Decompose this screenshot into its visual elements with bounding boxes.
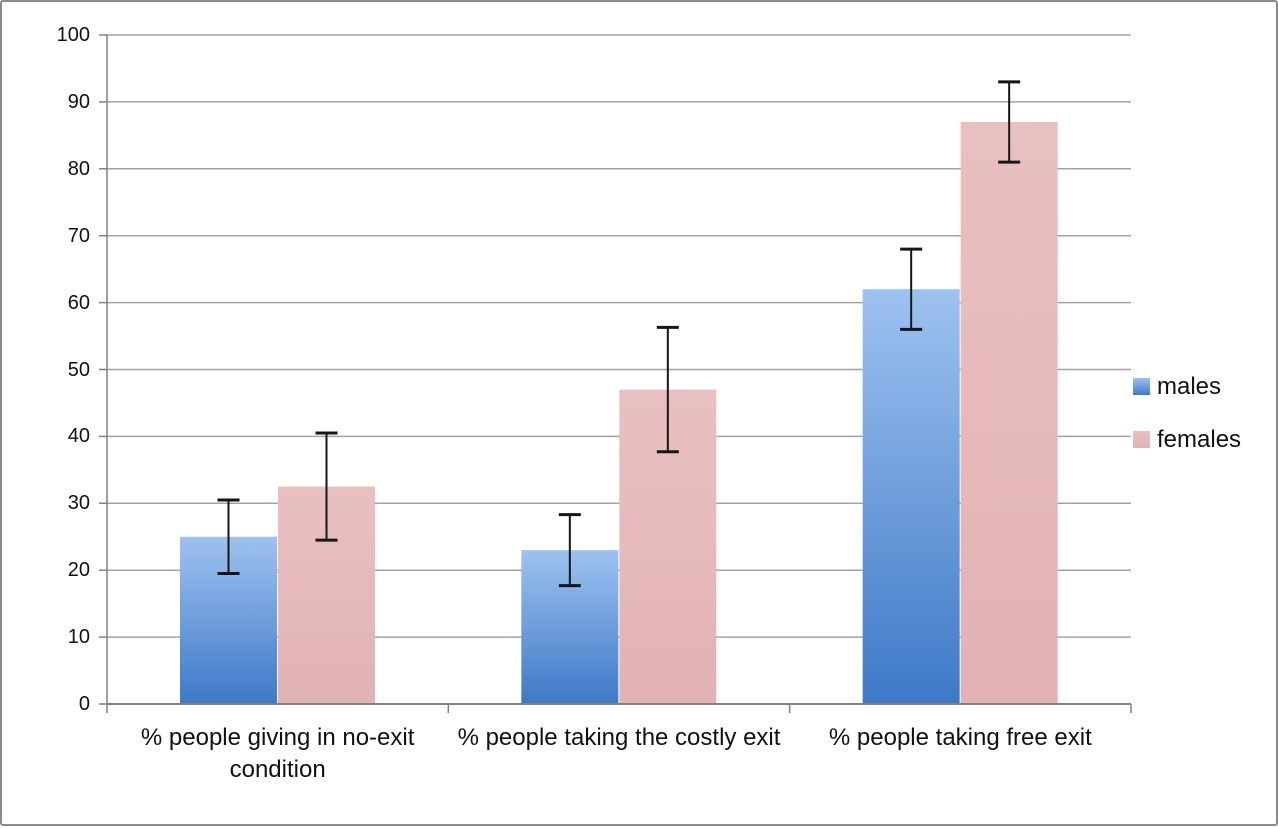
error-bar-males-2 [900, 247, 923, 331]
error-bar-females-2 [998, 80, 1021, 164]
legend-label-males: males [1157, 372, 1222, 400]
legend-item-males: males [1133, 372, 1241, 400]
males-swatch [1133, 378, 1150, 395]
error-bars [217, 80, 1021, 588]
error-bar-females-1 [656, 325, 679, 454]
error-bar-males-1 [558, 513, 581, 588]
legend-item-females: females [1133, 425, 1242, 453]
bar-females-2 [960, 121, 1058, 705]
females-swatch [1133, 431, 1150, 448]
error-bar-females-0 [315, 431, 338, 542]
legend-label-females: females [1157, 425, 1242, 453]
axes [99, 34, 1132, 713]
error-bar-males-0 [217, 498, 240, 576]
bars [180, 121, 1058, 705]
legend: males females [1133, 372, 1242, 480]
gridlines [107, 34, 1131, 705]
bar-males-2 [862, 289, 960, 704]
